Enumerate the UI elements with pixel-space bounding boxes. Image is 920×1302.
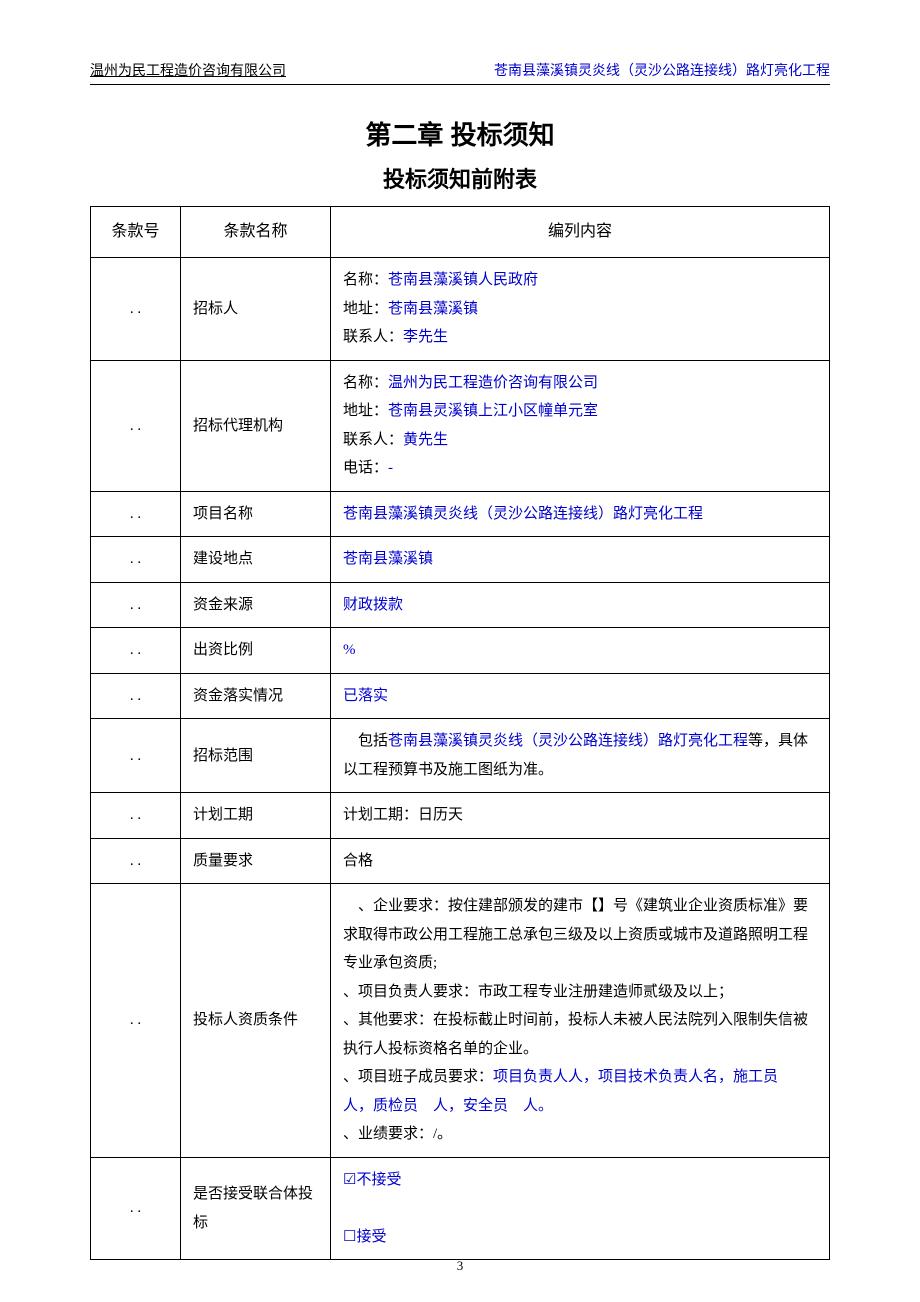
table-row: . . 投标人资质条件 、企业要求：按住建部颁发的建市【】号《建筑业企业资质标准… <box>91 884 830 1158</box>
th-clause-name: 条款名称 <box>181 207 331 258</box>
cell-num: . . <box>91 884 181 1158</box>
table-row: . . 质量要求 合格 <box>91 838 830 884</box>
header-left: 温州为民工程造价咨询有限公司 <box>90 60 286 80</box>
table-row: . . 资金来源 财政拨款 <box>91 582 830 628</box>
label: 电话： <box>343 460 388 476</box>
table-row: . . 出资比例 % <box>91 628 830 674</box>
cell-num: . . <box>91 793 181 839</box>
cell-content: 苍南县藻溪镇灵炎线（灵沙公路连接线）路灯亮化工程 <box>331 491 830 537</box>
option-reject: 不接受 <box>356 1172 401 1188</box>
table-row: . . 招标人 名称：苍南县藻溪镇人民政府 地址：苍南县藻溪镇 联系人：李先生 <box>91 258 830 361</box>
cell-content: ☑不接受 ☐接受 <box>331 1157 830 1260</box>
cell-content: 合格 <box>331 838 830 884</box>
table-row: . . 招标范围 包括苍南县藻溪镇灵炎线（灵沙公路连接线）路灯亮化工程等，具体以… <box>91 719 830 793</box>
cell-content: 已落实 <box>331 673 830 719</box>
cell-content: 包括苍南县藻溪镇灵炎线（灵沙公路连接线）路灯亮化工程等，具体以工程预算书及施工图… <box>331 719 830 793</box>
cell-num: . . <box>91 673 181 719</box>
value: 黄先生 <box>403 432 448 448</box>
label: 联系人： <box>343 432 403 448</box>
qual-p1: 、企业要求：按住建部颁发的建市【】号《建筑业企业资质标准》要求取得市政公用工程施… <box>343 898 808 971</box>
cell-num: . . <box>91 258 181 361</box>
value: - <box>388 460 393 476</box>
page-number: 3 <box>457 1258 464 1274</box>
table-row: . . 资金落实情况 已落实 <box>91 673 830 719</box>
table-row: . . 计划工期 计划工期：日历天 <box>91 793 830 839</box>
qual-p5: 、业绩要求：/。 <box>343 1126 452 1142</box>
label: 地址： <box>343 301 388 317</box>
th-clause-num: 条款号 <box>91 207 181 258</box>
cell-name: 出资比例 <box>181 628 331 674</box>
value: 苍南县灵溪镇上江小区幢单元室 <box>388 403 598 419</box>
value: 苍南县藻溪镇 <box>388 301 478 317</box>
table-row: . . 建设地点 苍南县藻溪镇 <box>91 537 830 583</box>
header-right: 苍南县藻溪镇灵炎线（灵沙公路连接线）路灯亮化工程 <box>494 60 830 80</box>
cell-name: 招标范围 <box>181 719 331 793</box>
cell-content: 、企业要求：按住建部颁发的建市【】号《建筑业企业资质标准》要求取得市政公用工程施… <box>331 884 830 1158</box>
qual-p4-prefix: 、项目班子成员要求： <box>343 1069 493 1085</box>
cell-content: 财政拨款 <box>331 582 830 628</box>
cell-name: 招标人 <box>181 258 331 361</box>
cell-num: . . <box>91 582 181 628</box>
value: 李先生 <box>403 329 448 345</box>
label: 名称： <box>343 375 388 391</box>
cell-content: % <box>331 628 830 674</box>
th-content: 编列内容 <box>331 207 830 258</box>
label: 联系人： <box>343 329 403 345</box>
cell-num: . . <box>91 719 181 793</box>
label: 地址： <box>343 403 388 419</box>
cell-name: 项目名称 <box>181 491 331 537</box>
table-header-row: 条款号 条款名称 编列内容 <box>91 207 830 258</box>
cell-num: . . <box>91 628 181 674</box>
cell-content: 计划工期：日历天 <box>331 793 830 839</box>
value: 温州为民工程造价咨询有限公司 <box>388 375 598 391</box>
cell-content: 苍南县藻溪镇 <box>331 537 830 583</box>
checkbox-checked-icon: ☑ <box>343 1171 356 1188</box>
table-row: . . 招标代理机构 名称：温州为民工程造价咨询有限公司 地址：苍南县灵溪镇上江… <box>91 360 830 491</box>
cell-name: 质量要求 <box>181 838 331 884</box>
cell-num: . . <box>91 491 181 537</box>
value: 苍南县藻溪镇人民政府 <box>388 272 538 288</box>
bid-notice-table: 条款号 条款名称 编列内容 . . 招标人 名称：苍南县藻溪镇人民政府 地址：苍… <box>90 206 830 1260</box>
cell-content: 名称：温州为民工程造价咨询有限公司 地址：苍南县灵溪镇上江小区幢单元室 联系人：… <box>331 360 830 491</box>
table-row: . . 是否接受联合体投标 ☑不接受 ☐接受 <box>91 1157 830 1260</box>
cell-name: 资金来源 <box>181 582 331 628</box>
scope-blue: 苍南县藻溪镇灵炎线（灵沙公路连接线）路灯亮化工程 <box>388 733 748 749</box>
checkbox-empty-icon: ☐ <box>343 1228 356 1245</box>
cell-name: 是否接受联合体投标 <box>181 1157 331 1260</box>
qual-p2: 、项目负责人要求：市政工程专业注册建造师贰级及以上； <box>343 984 733 1000</box>
cell-name: 资金落实情况 <box>181 673 331 719</box>
cell-name: 建设地点 <box>181 537 331 583</box>
cell-num: . . <box>91 838 181 884</box>
cell-name: 招标代理机构 <box>181 360 331 491</box>
cell-num: . . <box>91 1157 181 1260</box>
cell-num: . . <box>91 360 181 491</box>
page-header: 温州为民工程造价咨询有限公司 苍南县藻溪镇灵炎线（灵沙公路连接线）路灯亮化工程 <box>90 60 830 85</box>
table-row: . . 项目名称 苍南县藻溪镇灵炎线（灵沙公路连接线）路灯亮化工程 <box>91 491 830 537</box>
label: 名称： <box>343 272 388 288</box>
cell-num: . . <box>91 537 181 583</box>
qual-p3: 、其他要求：在投标截止时间前，投标人未被人民法院列入限制失信被执行人投标资格名单… <box>343 1012 808 1057</box>
subtitle: 投标须知前附表 <box>90 162 830 194</box>
scope-prefix: 包括 <box>343 733 388 749</box>
cell-content: 名称：苍南县藻溪镇人民政府 地址：苍南县藻溪镇 联系人：李先生 <box>331 258 830 361</box>
option-accept: 接受 <box>356 1229 386 1245</box>
cell-name: 投标人资质条件 <box>181 884 331 1158</box>
chapter-title: 第二章 投标须知 <box>90 115 830 152</box>
cell-name: 计划工期 <box>181 793 331 839</box>
